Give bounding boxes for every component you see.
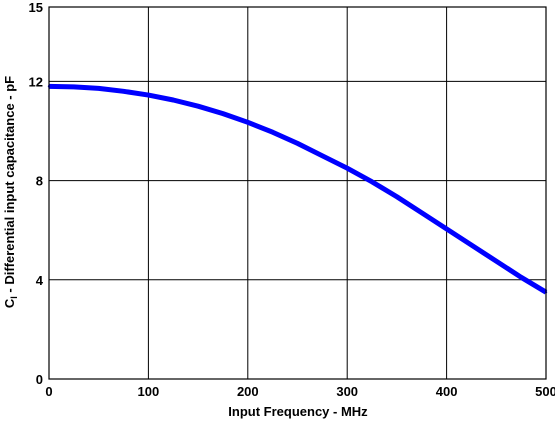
data-point xyxy=(172,98,175,102)
grid xyxy=(49,7,546,379)
data-point xyxy=(296,142,299,145)
data-point xyxy=(395,195,399,198)
data-point xyxy=(246,121,249,124)
data-point xyxy=(321,154,324,157)
x-tick-label: 300 xyxy=(336,384,358,399)
data-point xyxy=(519,276,523,279)
x-axis-title: Input Frequency - MHz xyxy=(228,404,368,419)
x-tick-label: 500 xyxy=(535,384,555,399)
data-point xyxy=(420,211,423,215)
series-layer xyxy=(47,83,548,295)
data-point xyxy=(196,105,200,108)
data-point xyxy=(122,90,125,93)
y-axis-title-subscript: I xyxy=(9,296,19,299)
x-tick-label: 400 xyxy=(436,384,458,399)
data-point xyxy=(346,167,349,170)
x-tick-labels: 0 100 200 300 400 500 xyxy=(45,384,555,399)
y-axis-title-suffix: - Differential input capacitance - pF xyxy=(2,76,17,296)
y-axis-title: CI - Differential input capacitance - pF xyxy=(2,76,19,308)
data-point xyxy=(445,227,448,231)
y-tick-label: 15 xyxy=(29,0,43,15)
x-tick-label: 200 xyxy=(237,384,259,399)
y-axis-title-prefix: C xyxy=(2,298,17,308)
plot-frame xyxy=(48,6,547,380)
y-tick-labels: 0 4 8 12 15 xyxy=(29,0,44,387)
plot-border xyxy=(48,6,547,380)
data-point xyxy=(271,131,274,134)
series-line xyxy=(48,83,548,295)
data-point xyxy=(370,180,374,184)
y-tick-label: 8 xyxy=(36,174,43,189)
y-tick-label: 0 xyxy=(36,372,43,387)
data-point xyxy=(495,260,498,263)
data-point xyxy=(72,85,76,89)
data-point xyxy=(97,87,100,90)
x-tick-label: 0 xyxy=(45,384,52,399)
x-tick-label: 100 xyxy=(138,384,160,399)
y-tick-label: 12 xyxy=(29,74,43,89)
data-point xyxy=(470,243,473,247)
data-point xyxy=(147,93,150,97)
y-tick-label: 4 xyxy=(36,273,44,288)
data-point xyxy=(221,112,225,115)
